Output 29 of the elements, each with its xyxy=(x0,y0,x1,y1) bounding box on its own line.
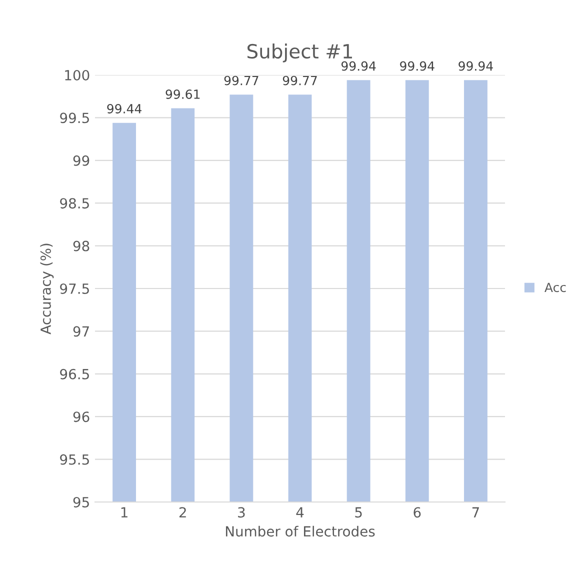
chart-title: Subject #1 xyxy=(248,44,352,62)
y-tick-label: 95 xyxy=(73,496,89,508)
x-tick-label: 3 xyxy=(238,507,245,518)
data-label: 99.94 xyxy=(458,61,493,71)
x-axis-title: Number of Electrodes xyxy=(226,526,375,537)
y-tick-label: 100 xyxy=(65,70,90,80)
y-tick-label: 99.5 xyxy=(60,112,89,124)
y-tick-label: 95.5 xyxy=(60,454,89,465)
y-tick-label: 98 xyxy=(73,240,90,252)
y-axis-title: Accuracy (%) xyxy=(40,244,54,334)
data-label: 99.77 xyxy=(224,76,258,86)
x-tick-label: 1 xyxy=(121,507,128,518)
x-tick-label: 2 xyxy=(179,507,186,518)
x-tick-label: 7 xyxy=(472,507,479,518)
x-tick-label: 6 xyxy=(414,507,421,518)
y-tick-label: 96.5 xyxy=(60,368,89,380)
data-label: 99.44 xyxy=(107,104,142,114)
y-tick-label: 97 xyxy=(73,326,89,337)
y-tick-label: 96 xyxy=(73,412,90,422)
y-tick-label: 99 xyxy=(73,155,90,166)
data-label: 99.61 xyxy=(166,89,200,99)
x-tick-label: 4 xyxy=(296,507,304,518)
y-tick-label: 98.5 xyxy=(60,198,89,209)
data-label: 99.94 xyxy=(341,61,376,71)
y-tick-label: 97.5 xyxy=(60,283,89,294)
legend-label: Acc xyxy=(544,282,566,292)
data-label: 99.94 xyxy=(400,61,434,71)
data-label: 99.77 xyxy=(282,76,317,86)
x-tick-label: 5 xyxy=(355,507,362,518)
